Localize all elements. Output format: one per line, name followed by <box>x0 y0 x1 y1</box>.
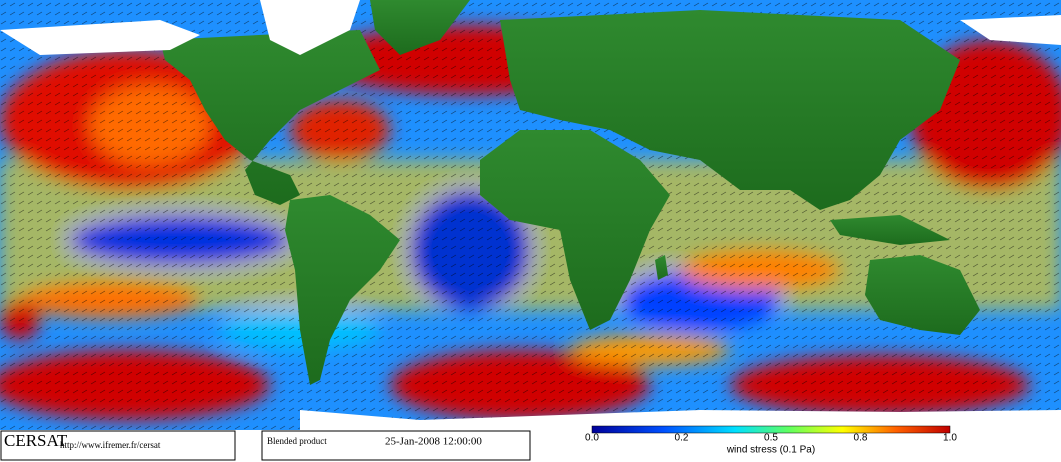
logo-box <box>0 430 236 461</box>
colorbar-tick-label: 1.0 <box>943 433 957 444</box>
colorbar-tick-label: 0.5 <box>764 433 778 444</box>
colorbar-tick-label: 0.8 <box>854 433 868 444</box>
logo-name: CERSAT <box>4 431 68 450</box>
colorbar <box>591 425 951 434</box>
ice <box>0 0 1061 430</box>
colorbar-tick-label: 0.2 <box>675 433 689 444</box>
product-datetime: 25-Jan-2008 12:00:00 <box>385 436 482 448</box>
colorbar-tick-label: 0.0 <box>585 433 599 444</box>
colorbar-label: wind stress (0.1 Pa) <box>726 445 815 456</box>
product-box <box>261 430 531 461</box>
logo-url: http://www.ifremer.fr/cersat <box>60 440 161 450</box>
continents <box>160 0 980 385</box>
product-name: Blended product <box>267 436 327 446</box>
